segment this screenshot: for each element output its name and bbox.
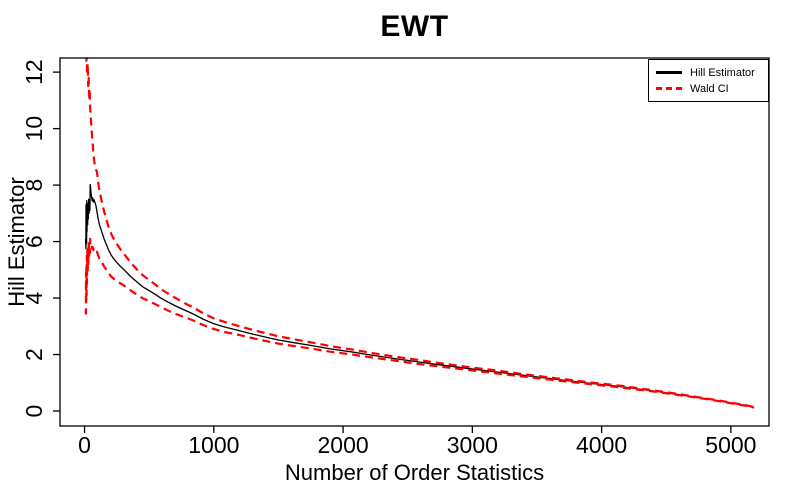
x-tick-label: 2000 <box>317 432 368 458</box>
y-tick-label: 8 <box>21 179 47 192</box>
legend: Hill Estimator Wald CI <box>648 59 769 102</box>
y-tick-label: 2 <box>21 348 47 361</box>
x-tick-label: 5000 <box>705 432 756 458</box>
wald-ci-upper-line <box>85 58 755 409</box>
y-tick-label: 4 <box>21 291 47 304</box>
x-tick-label: 3000 <box>447 432 498 458</box>
x-tick-label: 1000 <box>188 432 239 458</box>
legend-item-wald-ci: Wald CI <box>656 83 761 95</box>
hill-estimator-line <box>84 183 755 409</box>
y-tick-label: 6 <box>21 235 47 248</box>
wald-ci-line-sample <box>656 87 682 90</box>
legend-item-hill-estimator: Hill Estimator <box>656 67 761 79</box>
y-tick-label: 10 <box>21 116 47 142</box>
y-tick-label: 12 <box>21 59 47 85</box>
legend-label-hill-estimator: Hill Estimator <box>690 66 755 79</box>
plot-border <box>59 57 770 427</box>
x-axis-label: Number of Order Statistics <box>284 460 545 485</box>
chart-title: EWT <box>380 10 449 43</box>
y-tick-label: 0 <box>21 405 47 418</box>
legend-label-wald-ci: Wald CI <box>690 82 729 95</box>
x-tick-label: 0 <box>78 432 91 458</box>
y-axis-label: Hill Estimator <box>4 177 29 307</box>
hill-estimator-line-sample <box>656 71 682 74</box>
wald-ci-lower-line <box>84 237 755 409</box>
x-tick-label: 4000 <box>576 432 627 458</box>
